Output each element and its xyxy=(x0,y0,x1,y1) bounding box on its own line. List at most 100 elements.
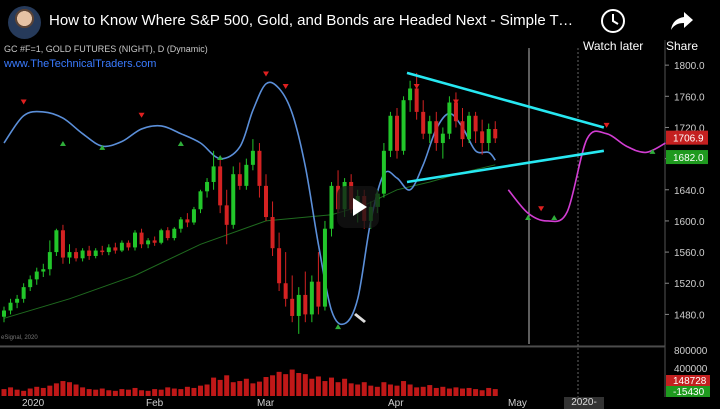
candle-body xyxy=(408,88,413,101)
candle xyxy=(159,228,164,245)
candle-body xyxy=(290,298,295,316)
candle xyxy=(8,298,13,315)
candle xyxy=(427,115,432,144)
volume-bar xyxy=(276,371,282,396)
cursor-date-label: 2020-05-15 xyxy=(564,397,604,409)
volume-bar xyxy=(34,386,40,396)
candle xyxy=(290,275,295,323)
volume-bar xyxy=(355,384,361,396)
candle-body xyxy=(126,242,131,248)
candle-body xyxy=(218,166,223,206)
projection-line xyxy=(507,130,666,223)
candle xyxy=(440,127,445,159)
watch-later-label: Watch later xyxy=(583,39,644,53)
price-axis xyxy=(665,40,720,397)
volume-bar xyxy=(224,375,230,396)
candle-body xyxy=(453,102,458,122)
trough-marker-triangle xyxy=(525,215,531,221)
candle xyxy=(218,158,223,214)
watch-later-button[interactable]: Watch later xyxy=(583,8,643,53)
volume-bar xyxy=(184,386,190,396)
candle xyxy=(408,80,413,112)
share-button[interactable]: Share xyxy=(666,8,698,53)
volume-bar xyxy=(145,390,151,396)
video-top-bar xyxy=(0,0,720,52)
candle xyxy=(21,283,26,303)
candle xyxy=(2,306,6,323)
candle-body xyxy=(106,247,111,253)
candle-body xyxy=(80,250,85,259)
candle xyxy=(493,121,498,144)
play-icon xyxy=(353,198,367,216)
peak-marker-triangle xyxy=(282,83,289,89)
candle xyxy=(329,181,334,237)
candle xyxy=(395,107,399,159)
candle-body xyxy=(146,240,151,245)
candle-body xyxy=(381,150,386,194)
volume-bar xyxy=(106,390,112,396)
peak-marker-triangle xyxy=(452,99,459,105)
volume-bar xyxy=(250,383,256,396)
play-button[interactable] xyxy=(337,186,379,228)
candle-body xyxy=(87,250,92,256)
trough-marker-triangle xyxy=(99,144,106,150)
candle xyxy=(309,275,314,323)
volume-bar xyxy=(256,381,262,396)
share-arrow-icon xyxy=(671,12,694,30)
candle-body xyxy=(427,121,432,134)
candle-body xyxy=(447,102,452,134)
candle-body xyxy=(421,111,426,134)
volume-bar xyxy=(112,390,118,396)
volume-bar xyxy=(73,384,79,396)
peak-marker-triangle xyxy=(413,83,420,89)
candle xyxy=(93,248,98,259)
candle-body xyxy=(8,302,13,311)
candle-body xyxy=(67,252,72,258)
candle xyxy=(467,111,472,144)
candle xyxy=(421,100,426,140)
volume-bar xyxy=(335,382,341,396)
candle xyxy=(473,111,478,144)
y-tick-label: 1720.0 xyxy=(674,123,705,134)
y-tick-label: 1640.0 xyxy=(674,186,705,197)
candle-body xyxy=(322,228,327,307)
volume-axis-label: 800000 xyxy=(674,346,708,357)
candle-body xyxy=(401,100,406,151)
candle xyxy=(414,72,419,120)
y-tick-label: 1560.0 xyxy=(674,248,705,259)
candle-body xyxy=(237,174,242,186)
channel-avatar[interactable] xyxy=(8,6,41,39)
trough-marker-triangle xyxy=(177,141,184,147)
candle-body xyxy=(277,248,282,284)
volume-tag-red xyxy=(666,375,710,386)
time-axis-bar xyxy=(0,397,720,409)
volume-bar xyxy=(322,381,328,396)
volume-bar xyxy=(348,383,354,396)
candle xyxy=(224,189,229,245)
candle-body xyxy=(244,164,249,186)
volume-bar xyxy=(374,386,380,396)
volume-bar xyxy=(27,388,33,396)
candle xyxy=(277,232,282,292)
candle xyxy=(244,158,249,190)
volume-bar xyxy=(289,369,295,396)
volume-bar xyxy=(237,381,243,396)
candle-body xyxy=(473,115,478,132)
clock-icon xyxy=(601,9,626,33)
candle xyxy=(205,178,210,198)
volume-bar xyxy=(165,387,171,396)
volume-bar xyxy=(446,388,452,396)
candle-body xyxy=(467,115,472,140)
candle xyxy=(60,224,65,264)
volume-bar xyxy=(230,382,236,396)
volume-bar xyxy=(211,377,217,396)
video-title[interactable]: How to Know Where S&P 500, Gold, and Bon… xyxy=(49,12,574,29)
volume-bar xyxy=(394,385,400,396)
y-tick-label: 1520.0 xyxy=(674,279,705,290)
volume-bar xyxy=(40,387,46,396)
candle xyxy=(133,230,137,251)
volume-bar xyxy=(453,387,459,396)
candle-body xyxy=(434,121,439,144)
volume-bar xyxy=(99,388,105,396)
